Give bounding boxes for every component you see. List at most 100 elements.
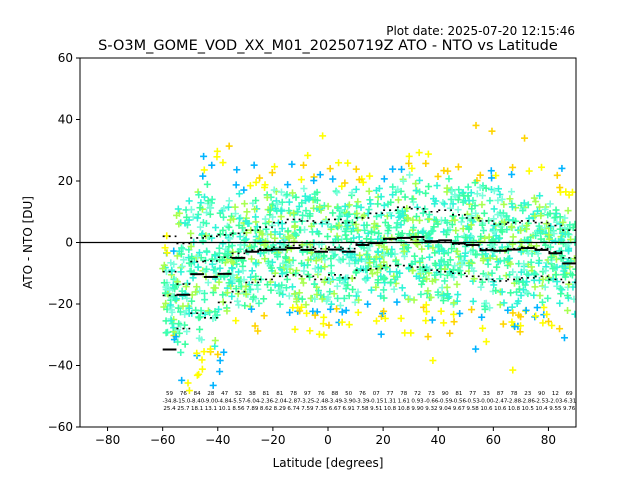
scatter-point: [464, 192, 472, 200]
scatter-point: [327, 269, 335, 277]
bin-stat-label: 23: [524, 391, 531, 397]
scatter-point: [354, 308, 362, 316]
scatter-point: [487, 167, 495, 175]
scatter-point: [295, 289, 303, 297]
bin-stat-label: -2.53: [534, 399, 549, 405]
scatter-point: [292, 298, 300, 306]
bin-stat-label: -0.15: [369, 399, 384, 405]
scatter-point: [459, 198, 467, 206]
scatter-point: [250, 161, 258, 169]
scatter-point: [417, 290, 425, 298]
scatter-point: [481, 234, 489, 242]
scatter-point: [219, 291, 227, 299]
scatter-point: [541, 283, 549, 291]
bin-stat-label: 76: [180, 391, 187, 397]
bin-stat-label: 76: [318, 391, 325, 397]
scatter-point: [313, 291, 321, 299]
scatter-point: [434, 220, 442, 228]
scatter-point: [276, 300, 284, 308]
scatter-point: [431, 271, 439, 279]
scatter-point: [419, 209, 427, 217]
scatter-point: [366, 172, 374, 180]
bin-stat-label: 8.62: [260, 406, 272, 412]
x-tick-label: −40: [205, 433, 230, 447]
scatter-point: [433, 182, 441, 190]
scatter-point: [355, 233, 363, 241]
scatter-point: [422, 317, 430, 325]
scatter-point: [219, 240, 227, 248]
scatter-point: [428, 316, 436, 324]
y-tick-label: 60: [58, 51, 73, 65]
scatter-point: [380, 201, 388, 209]
scatter-point: [556, 184, 564, 192]
scatter-point: [380, 294, 388, 302]
scatter-point: [174, 205, 182, 213]
scatter-point: [541, 267, 549, 275]
scatter-point: [546, 209, 554, 217]
bin-stat-label: 9.58: [467, 406, 480, 412]
scatter-point: [451, 191, 459, 199]
scatter-point: [552, 237, 560, 245]
bin-stat-label: 90: [538, 391, 545, 397]
scatter-point: [365, 187, 373, 195]
bin-stat-label: 88: [331, 391, 338, 397]
scatter-point: [564, 292, 572, 300]
scatter-point: [395, 213, 403, 221]
scatter-point: [405, 159, 413, 167]
scatter-point: [454, 233, 462, 241]
scatter-point: [260, 312, 268, 320]
scatter-point: [380, 286, 388, 294]
scatter-point: [377, 211, 385, 219]
scatter-point: [295, 202, 303, 210]
scatter-point: [508, 223, 516, 231]
scatter-point: [302, 207, 310, 215]
scatter-point: [444, 249, 452, 257]
scatter-point: [494, 258, 502, 266]
scatter-point: [160, 261, 168, 269]
scatter-point: [536, 292, 544, 300]
scatter-point: [509, 309, 517, 317]
scatter-point: [356, 251, 364, 259]
bin-stat-label: 81: [263, 391, 270, 397]
x-tick-label: −60: [150, 433, 175, 447]
scatter-point: [316, 203, 324, 211]
scatter-point: [208, 260, 216, 268]
scatter-point: [449, 200, 457, 208]
scatter-point: [406, 171, 414, 179]
scatter-point: [308, 222, 316, 230]
scatter-point: [352, 256, 360, 264]
scatter-points: [159, 121, 576, 395]
scatter-point: [380, 307, 388, 315]
scatter-point: [288, 160, 296, 168]
bin-stat-label: 10.6: [494, 406, 507, 412]
scatter-point: [283, 190, 291, 198]
scatter-point: [472, 345, 480, 353]
scatter-point: [530, 291, 538, 299]
scatter-point: [192, 254, 200, 262]
scatter-point: [400, 247, 408, 255]
scatter-point: [216, 357, 224, 365]
scatter-point: [418, 228, 426, 236]
scatter-point: [285, 292, 293, 300]
bin-stat-label: 9.55: [549, 406, 562, 412]
scatter-point: [334, 223, 342, 231]
scatter-point: [286, 309, 294, 317]
scatter-point: [517, 291, 525, 299]
scatter-point: [439, 198, 447, 206]
scatter-point: [291, 290, 299, 298]
scatter-point: [241, 200, 249, 208]
scatter-point: [194, 263, 202, 271]
scatter-point: [324, 293, 332, 301]
scatter-point: [434, 172, 442, 180]
scatter-point: [490, 281, 498, 289]
scatter-point: [345, 201, 353, 209]
scatter-point: [409, 216, 417, 224]
scatter-point: [173, 252, 181, 260]
scatter-point: [471, 202, 479, 210]
scatter-point: [545, 231, 553, 239]
scatter-point: [285, 256, 293, 264]
bin-stat-label: 9.32: [425, 406, 437, 412]
scatter-point: [195, 191, 203, 199]
bin-stat-label: 38: [249, 391, 256, 397]
scatter-point: [199, 172, 207, 180]
